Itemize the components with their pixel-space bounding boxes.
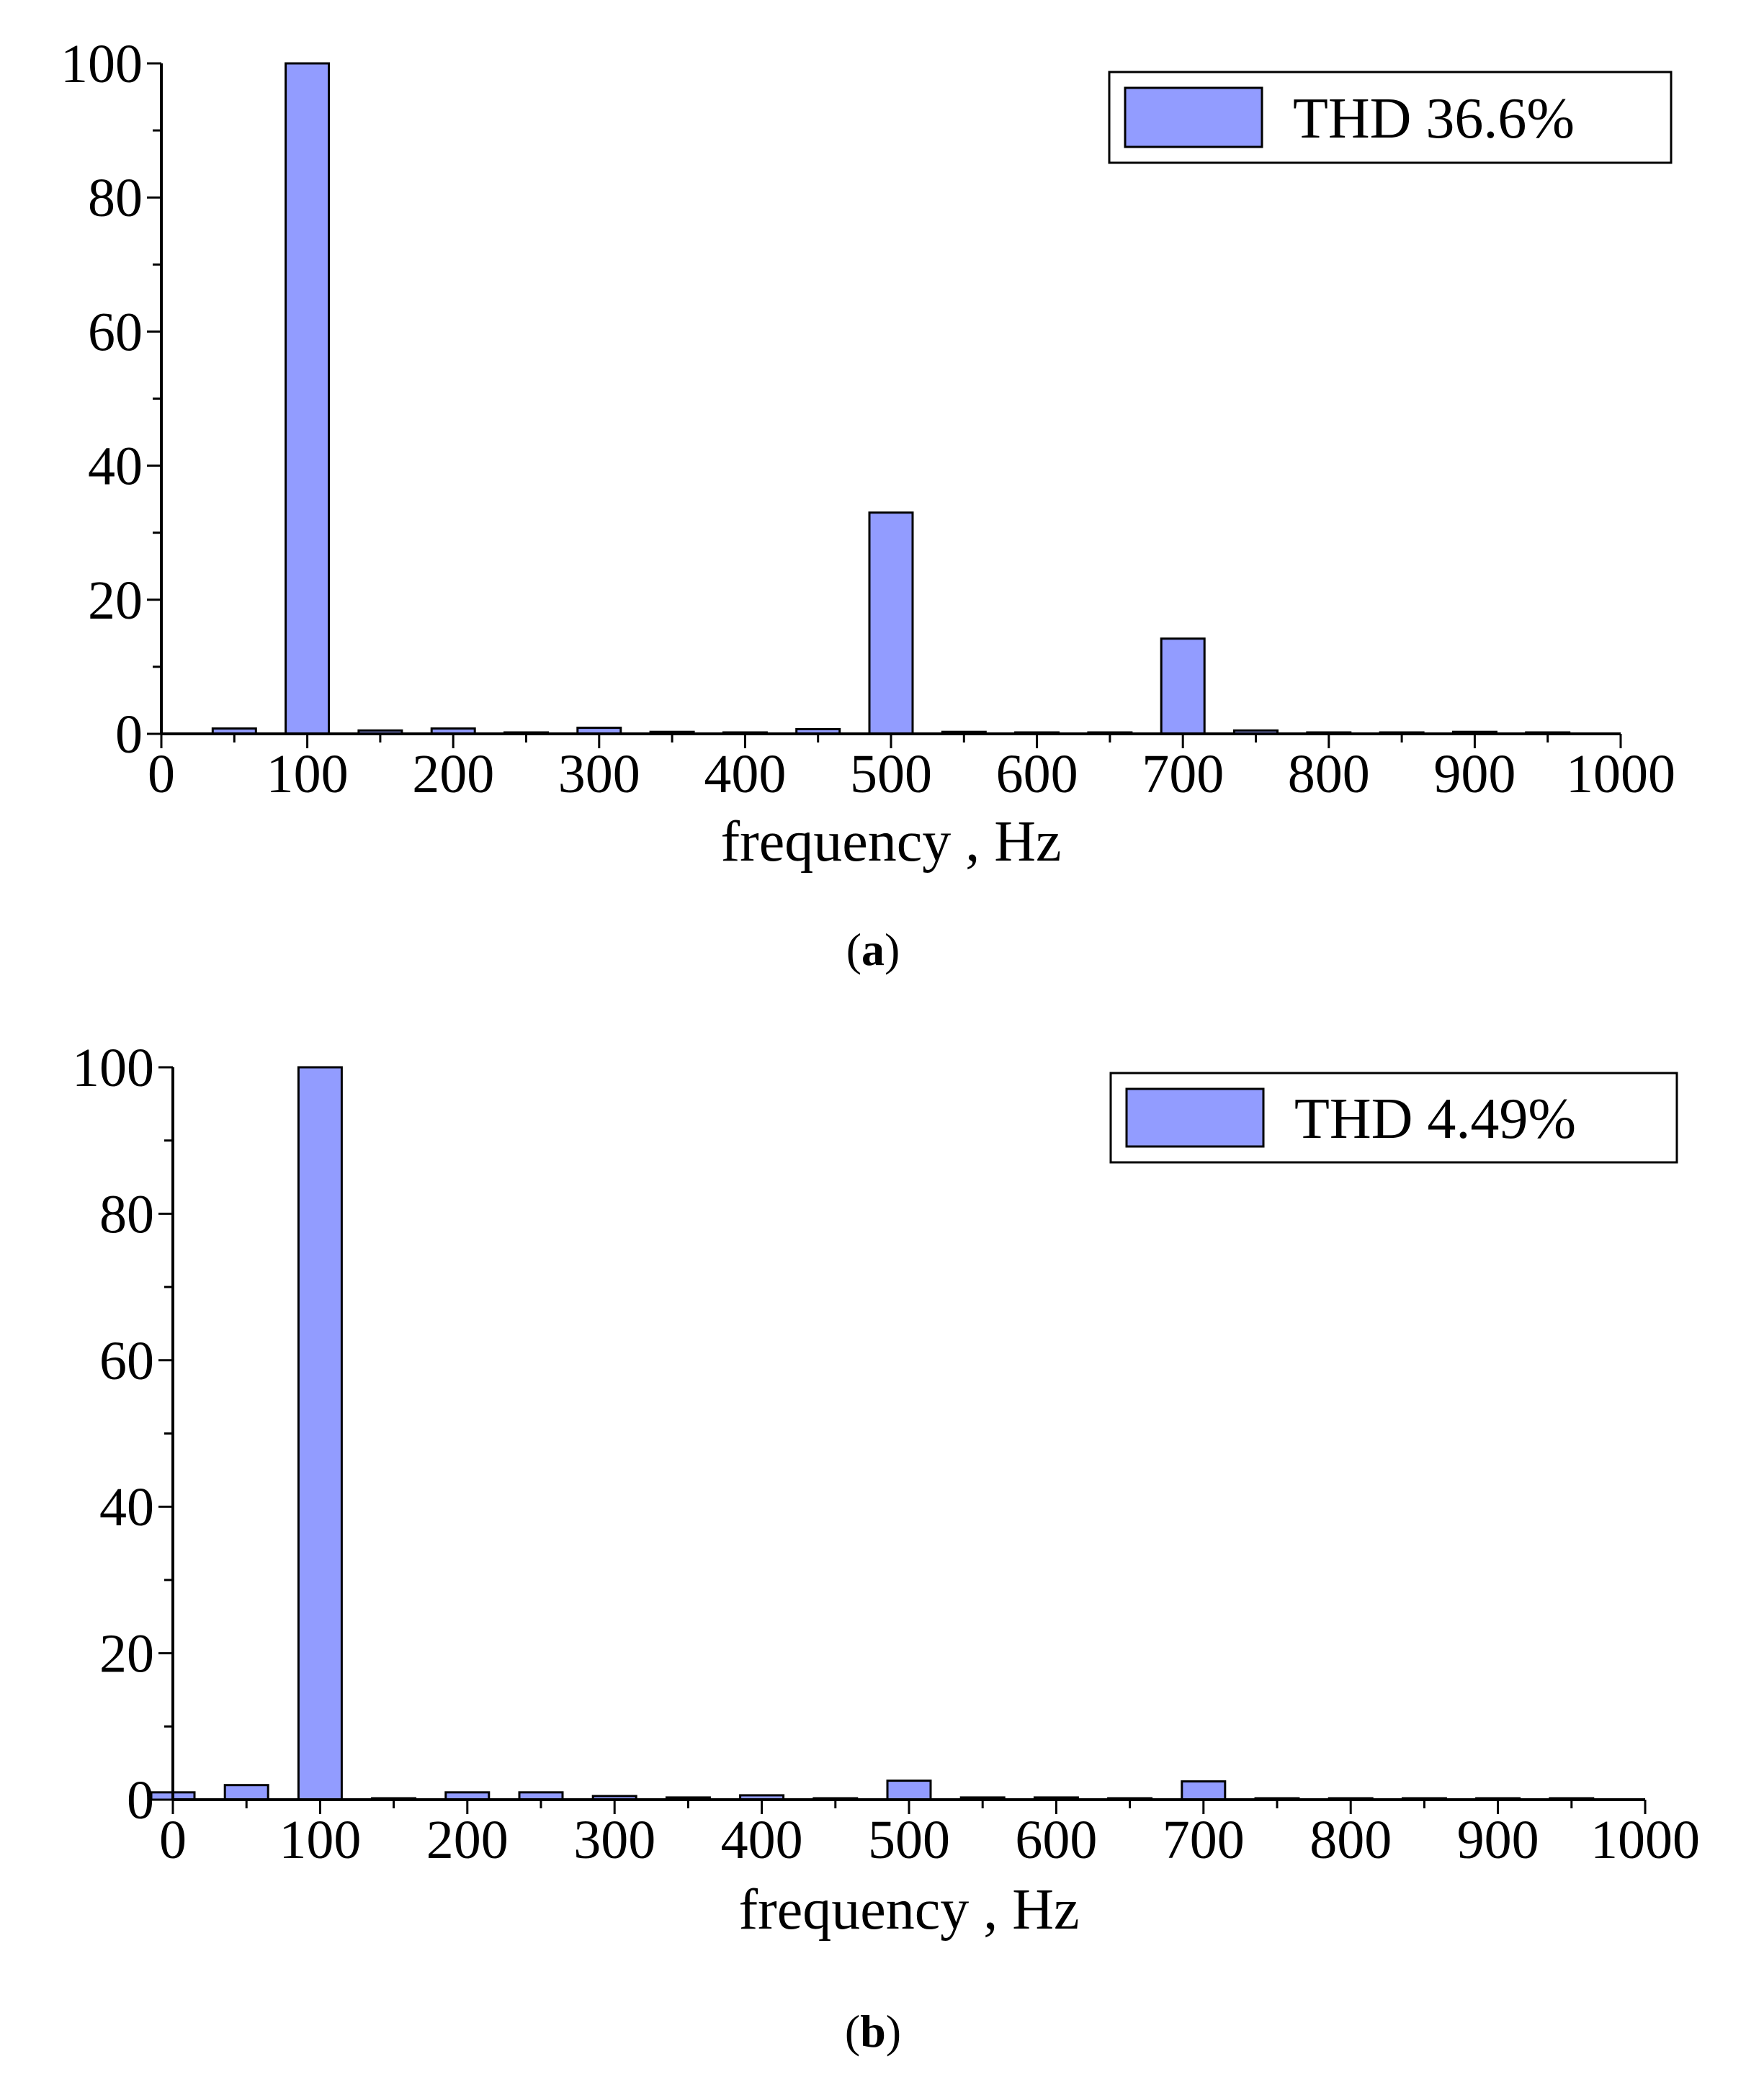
- x-tick-label: 200: [412, 744, 494, 804]
- y-tick-label: 20: [88, 570, 143, 631]
- bar-700hz: [1181, 1780, 1227, 1801]
- y-tick-label: 60: [99, 1331, 154, 1391]
- legend-label: THD 36.6%: [1293, 87, 1575, 151]
- x-tick-label: 900: [1457, 1810, 1539, 1870]
- x-tick-label: 500: [868, 1810, 950, 1870]
- x-tick-label: 0: [148, 744, 175, 804]
- legend-label: THD 4.49%: [1294, 1087, 1576, 1151]
- bar-500hz: [886, 1780, 932, 1801]
- x-axis-title: frequency , Hz: [738, 1878, 1079, 1942]
- y-tick-label: 40: [88, 436, 143, 497]
- panel-letter: b: [860, 2006, 886, 2057]
- bar-100hz: [297, 1066, 343, 1801]
- x-tick-label: 700: [1142, 744, 1224, 804]
- panel-caption: (a): [846, 924, 900, 975]
- x-tick-label: 400: [721, 1810, 803, 1870]
- panel-caption: (b): [845, 2006, 901, 2057]
- x-tick-label: 200: [426, 1810, 509, 1870]
- x-tick-label: 700: [1163, 1810, 1245, 1870]
- bar-50hz: [223, 1784, 269, 1801]
- x-tick-label: 1000: [1590, 1810, 1700, 1870]
- legend-swatch: [1125, 1087, 1265, 1148]
- legend-swatch: [1124, 86, 1263, 148]
- y-tick-label: 40: [99, 1477, 154, 1538]
- x-tick-label: 600: [1015, 1810, 1097, 1870]
- legend: THD 36.6%: [1108, 71, 1673, 164]
- x-tick-label: 400: [704, 744, 786, 804]
- y-tick-label: 20: [99, 1624, 154, 1684]
- x-tick-label: 100: [267, 744, 349, 804]
- y-tick-label: 80: [88, 168, 143, 228]
- x-tick-label: 800: [1288, 744, 1370, 804]
- x-tick-label: 600: [996, 744, 1078, 804]
- x-axis-title: frequency , Hz: [720, 810, 1061, 874]
- x-tick-label: 100: [279, 1810, 361, 1870]
- y-tick-label: 60: [88, 302, 143, 362]
- bar-700hz: [1160, 637, 1206, 735]
- x-tick-label: 0: [159, 1810, 187, 1870]
- x-tick-label: 500: [850, 744, 932, 804]
- bar-100hz: [285, 62, 331, 735]
- bar-500hz: [868, 511, 914, 735]
- x-tick-label: 800: [1310, 1810, 1392, 1870]
- y-tick-label: 80: [99, 1184, 154, 1244]
- y-tick-label: 100: [61, 34, 143, 94]
- panel-letter: a: [861, 924, 885, 975]
- x-tick-label: 900: [1433, 744, 1516, 804]
- x-tick-label: 300: [558, 744, 640, 804]
- x-tick-label: 300: [573, 1810, 655, 1870]
- y-tick-label: 100: [72, 1038, 154, 1098]
- y-tick-label: 0: [115, 704, 143, 765]
- legend: THD 4.49%: [1109, 1072, 1678, 1164]
- x-tick-label: 1000: [1566, 744, 1675, 804]
- y-tick-label: 0: [127, 1770, 154, 1831]
